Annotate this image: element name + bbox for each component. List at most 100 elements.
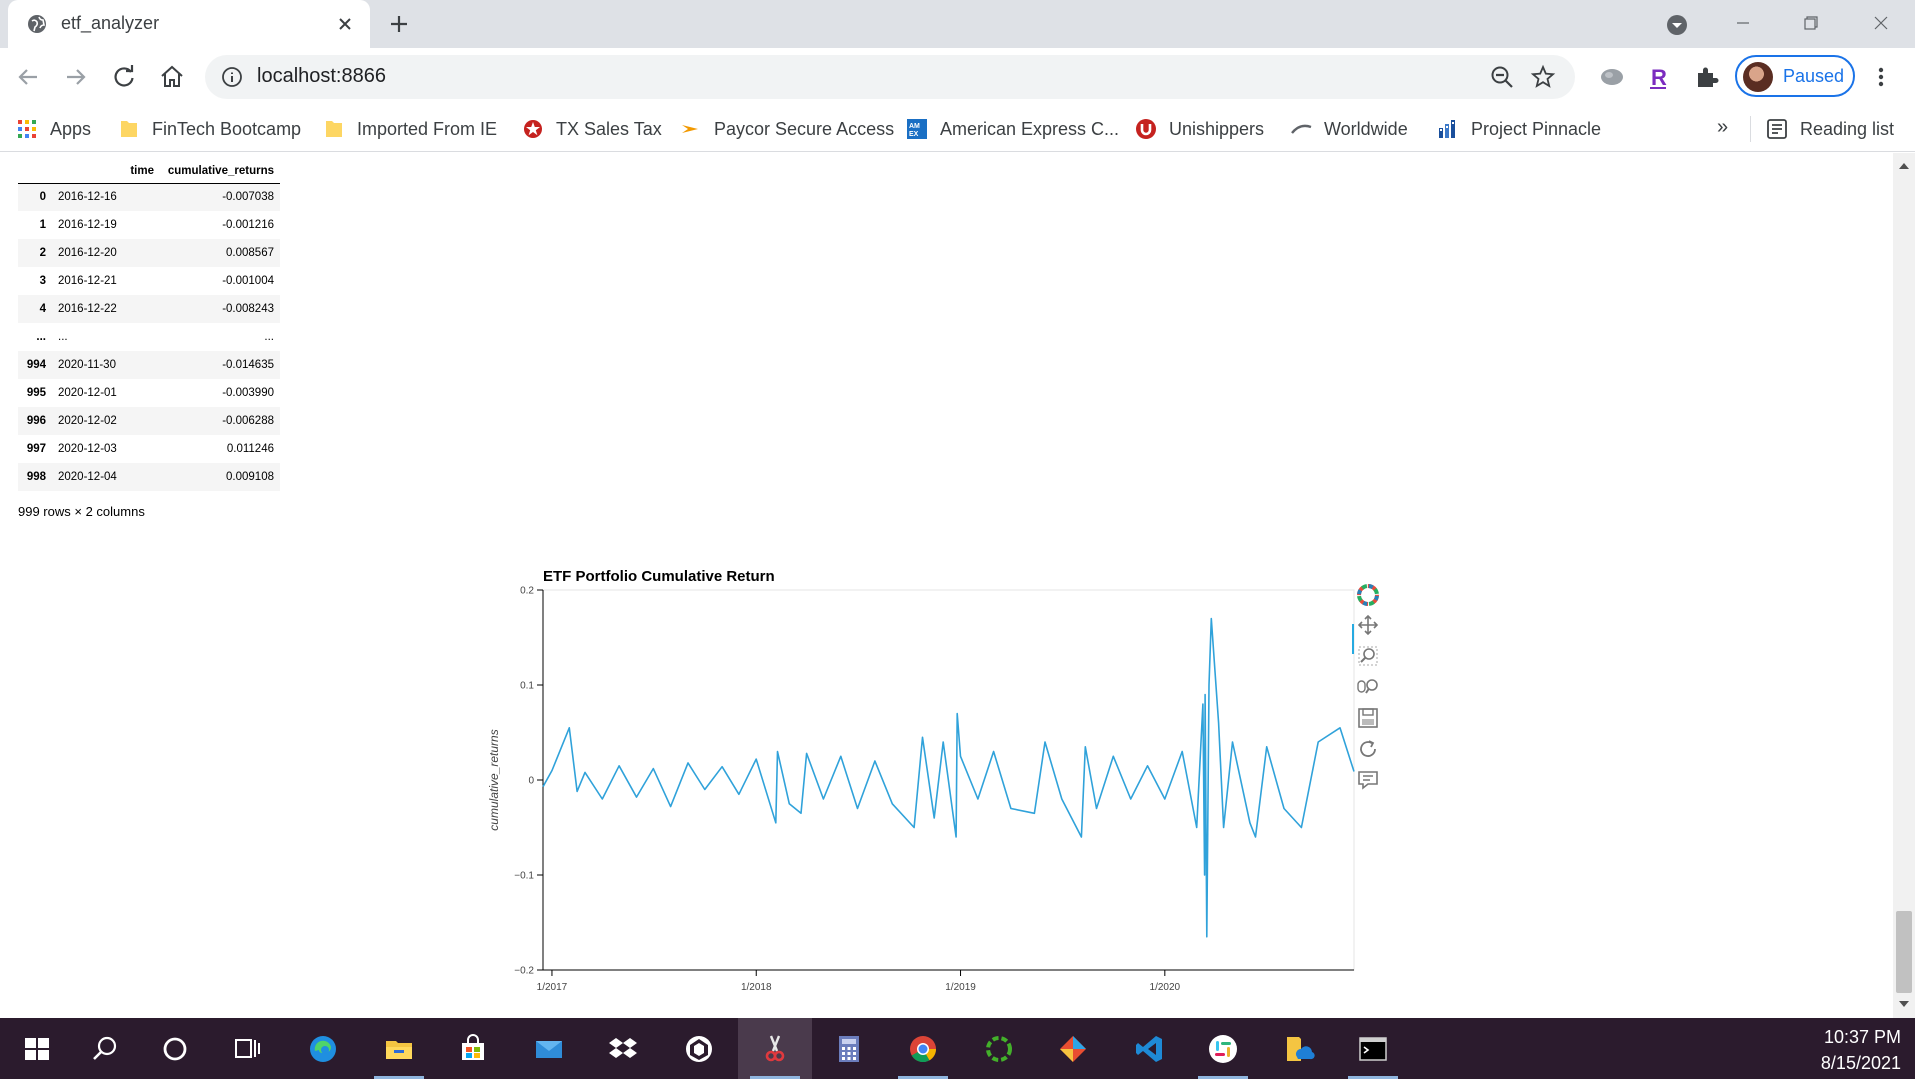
pan-icon[interactable] xyxy=(1356,613,1380,637)
cell-time: 2020-12-01 xyxy=(58,387,117,399)
site-info-icon[interactable] xyxy=(221,66,243,88)
cell-cumulative-returns: -0.006288 xyxy=(222,415,274,427)
scrollbar-thumb[interactable] xyxy=(1896,911,1912,993)
taskbar-mail[interactable] xyxy=(512,1018,586,1079)
taskbar-onedrive-folder[interactable] xyxy=(1262,1018,1336,1079)
taskbar-store[interactable] xyxy=(436,1018,510,1079)
taskbar-slack[interactable] xyxy=(1186,1018,1260,1079)
task-view-icon xyxy=(235,1039,260,1058)
wheel-zoom-icon[interactable] xyxy=(1356,675,1380,699)
bookmark-star-icon[interactable] xyxy=(1530,64,1556,90)
bookmark-unishippers[interactable]: Unishippers xyxy=(1135,115,1264,143)
close-tab-icon[interactable] xyxy=(334,13,356,35)
bookmark-tx-sales-tax[interactable]: TX Sales Tax xyxy=(522,115,662,143)
extensions-puzzle-icon[interactable] xyxy=(1692,62,1722,92)
r-extension-icon[interactable]: R xyxy=(1643,62,1673,92)
calculator-icon xyxy=(839,1036,859,1062)
new-tab-icon[interactable] xyxy=(386,11,412,37)
back-icon[interactable] xyxy=(13,62,43,92)
table-row: ......... xyxy=(18,323,280,351)
cell-time: 2016-12-16 xyxy=(58,191,117,204)
series-line-cumulative-returns[interactable] xyxy=(542,617,1355,938)
taskbar-terminal[interactable] xyxy=(1336,1018,1410,1079)
bookmark-project-pinnacle[interactable]: Project Pinnacle xyxy=(1437,115,1601,143)
save-icon[interactable] xyxy=(1356,706,1380,730)
scroll-up-icon[interactable] xyxy=(1898,161,1910,171)
bookmark-imported-from-ie[interactable]: Imported From IE xyxy=(323,115,497,143)
scroll-down-icon[interactable] xyxy=(1898,999,1910,1009)
reading-list-button[interactable]: Reading list xyxy=(1766,115,1894,143)
tab-title: etf_analyzer xyxy=(61,13,160,33)
table-row: 3 2016-12-21 -0.001004 xyxy=(18,267,280,295)
cell-time: 2016-12-19 xyxy=(58,219,117,231)
running-indicator xyxy=(898,1076,948,1079)
taskbar-calculator[interactable] xyxy=(812,1018,886,1079)
taskbar-vscode[interactable] xyxy=(1112,1018,1186,1079)
taskbar-file-explorer[interactable] xyxy=(362,1018,436,1079)
running-indicator xyxy=(1348,1076,1398,1079)
hover-icon[interactable] xyxy=(1356,768,1380,792)
x-tick-label: 1/2018 xyxy=(741,982,772,993)
zoom-out-icon[interactable] xyxy=(1489,64,1515,90)
box-zoom-icon[interactable] xyxy=(1356,644,1380,668)
terminal-icon xyxy=(1359,1037,1387,1061)
home-icon[interactable] xyxy=(157,62,187,92)
cell-time: 2020-11-30 xyxy=(58,359,116,371)
taskbar-snipping-tool[interactable] xyxy=(738,1018,812,1079)
url-text[interactable]: localhost:8866 xyxy=(257,65,386,87)
onedrive-folder-icon xyxy=(1287,1037,1315,1061)
restore-icon[interactable] xyxy=(1788,8,1834,38)
more-bookmarks-button[interactable]: » xyxy=(1717,116,1729,138)
tab-search-icon[interactable] xyxy=(1664,12,1690,38)
start-button[interactable] xyxy=(0,1018,74,1079)
close-window-icon[interactable] xyxy=(1858,8,1904,38)
taskbar-git[interactable] xyxy=(1036,1018,1110,1079)
extension-blob-icon[interactable] xyxy=(1597,62,1627,92)
unishippers-icon xyxy=(1136,119,1156,139)
bookmark-worldwide[interactable]: Worldwide xyxy=(1290,115,1408,143)
taskbar-anaconda[interactable] xyxy=(962,1018,1036,1079)
row-index: 994 xyxy=(26,359,46,371)
reset-icon[interactable] xyxy=(1356,737,1380,761)
clock-time: 10:37 PM xyxy=(1823,1027,1901,1047)
browser-tab[interactable]: etf_analyzer xyxy=(8,0,370,48)
cell-cumulative-returns: -0.001004 xyxy=(222,275,274,287)
cell-time: 2020-12-04 xyxy=(58,471,117,483)
taskbar-task-view[interactable] xyxy=(210,1018,284,1079)
taskbar-edge[interactable] xyxy=(286,1018,360,1079)
taskbar-dropbox[interactable] xyxy=(586,1018,660,1079)
reload-icon[interactable] xyxy=(109,62,139,92)
system-clock[interactable]: 10:37 PM 8/15/2021 xyxy=(1821,1024,1901,1076)
line-chart[interactable]: ETF Portfolio Cumulative Return 0.2 0.1 0 −… xyxy=(470,557,1390,1018)
bokeh-logo-icon[interactable] xyxy=(1356,583,1380,607)
svg-text:EX: EX xyxy=(909,131,919,138)
forward-icon[interactable] xyxy=(61,62,91,92)
bookmark-paycor[interactable]: Paycor Secure Access xyxy=(680,115,894,143)
bookmark-fintech-bootcamp[interactable]: FinTech Bootcamp xyxy=(118,115,301,143)
active-tool-indicator xyxy=(1352,624,1354,654)
cell-time: 2016-12-20 xyxy=(58,247,117,259)
git-icon xyxy=(1060,1036,1086,1062)
amex-icon: AM EX xyxy=(907,119,927,139)
windows-start-icon xyxy=(25,1038,49,1060)
cell-cumulative-returns: 0.011246 xyxy=(226,443,274,455)
profile-status: Paused xyxy=(1783,66,1845,86)
profile-button[interactable]: Paused xyxy=(1735,55,1855,97)
table-row: 1 2016-12-19 -0.001216 xyxy=(18,211,280,239)
kebab-menu-icon[interactable] xyxy=(1866,62,1896,92)
y-axis-label: cumulative_returns xyxy=(487,729,501,830)
taskbar-chrome[interactable] xyxy=(886,1018,960,1079)
row-index: 0 xyxy=(39,191,46,204)
browser-toolbar: localhost:8866 R Paused xyxy=(0,48,1915,106)
minimize-icon[interactable] xyxy=(1720,8,1766,38)
taskbar-search[interactable] xyxy=(68,1018,142,1079)
taskbar-github-desktop[interactable] xyxy=(662,1018,736,1079)
bookmark-apps[interactable]: Apps xyxy=(16,115,91,143)
cell-time: 2020-12-02 xyxy=(58,415,117,427)
bookmark-american-express[interactable]: AM EX American Express C... xyxy=(906,115,1119,143)
row-index: ... xyxy=(36,331,46,343)
address-bar[interactable]: localhost:8866 xyxy=(205,55,1575,99)
page-scrollbar[interactable] xyxy=(1893,153,1915,1018)
taskbar-cortana[interactable] xyxy=(138,1018,212,1079)
table-row: 998 2020-12-04 0.009108 xyxy=(18,463,280,491)
